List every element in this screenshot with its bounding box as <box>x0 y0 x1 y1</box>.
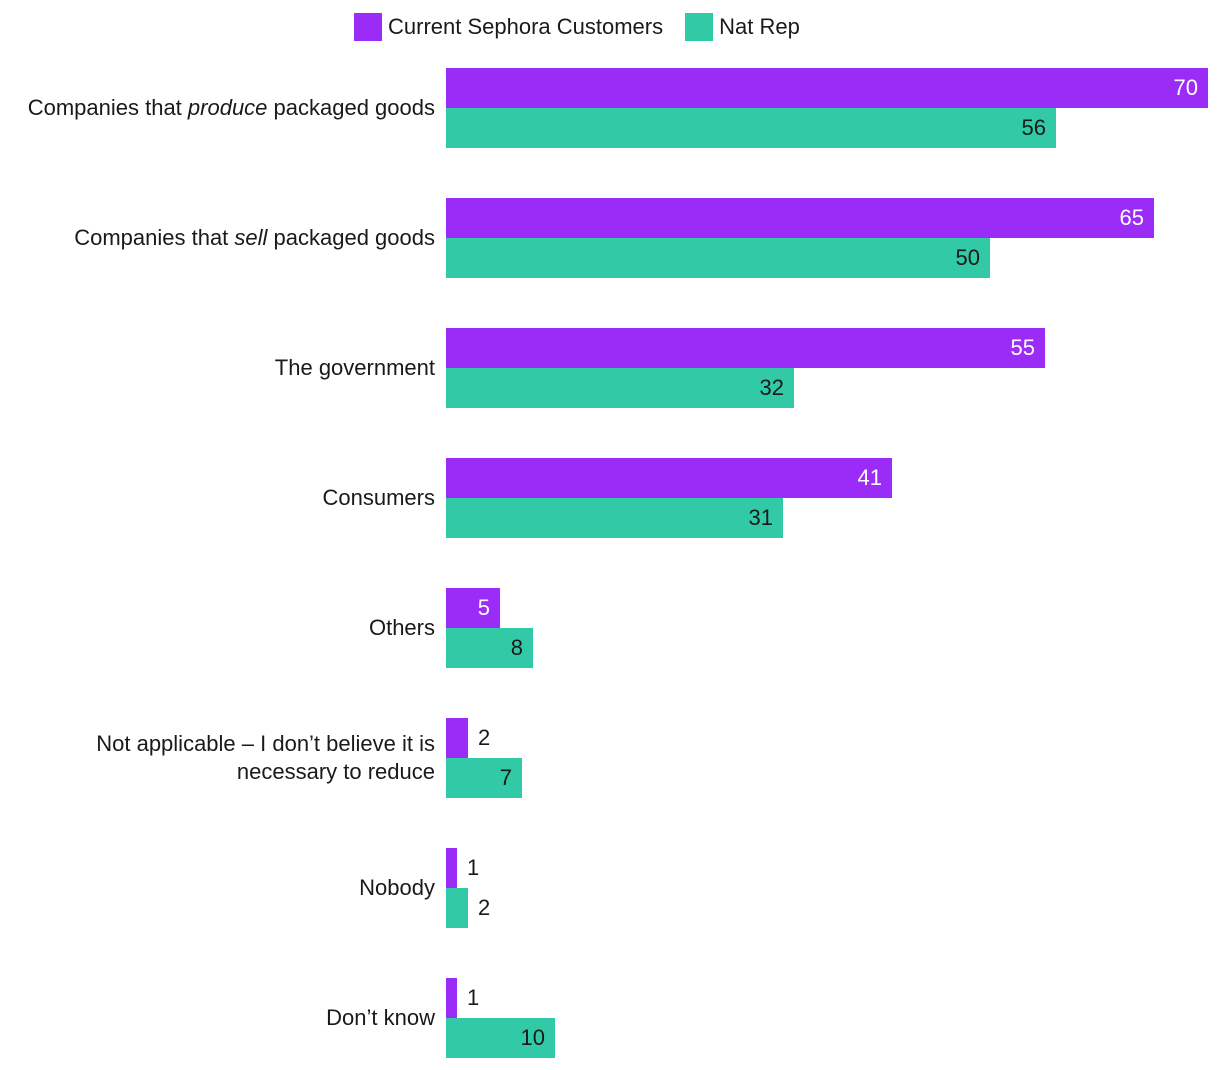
bar-sephora <box>446 328 1045 368</box>
legend-swatch-sephora <box>354 13 382 41</box>
legend-item-natrep: Nat Rep <box>685 13 800 41</box>
legend-label-natrep: Nat Rep <box>719 14 800 39</box>
bar-natrep <box>446 628 533 668</box>
bar-natrep <box>446 888 468 928</box>
category-label: Nobody <box>5 874 435 902</box>
data-label-natrep: 10 <box>520 1025 545 1050</box>
category-label-emphasis: sell <box>234 225 268 250</box>
category-label-part: Not applicable – I don’t believe it is n… <box>96 731 435 784</box>
category-label-emphasis: produce <box>187 95 268 120</box>
category-label-part: Others <box>368 615 435 640</box>
bar-natrep <box>446 368 794 408</box>
bar-sephora <box>446 848 457 888</box>
category-label-part: The government <box>274 355 435 380</box>
category-label: Others <box>5 614 435 642</box>
data-label-sephora: 55 <box>1010 335 1035 360</box>
legend: Current Sephora Customers Nat Rep <box>354 12 822 42</box>
data-label-natrep: 7 <box>499 765 512 790</box>
data-label-natrep: 32 <box>759 375 784 400</box>
data-label-natrep: 56 <box>1021 115 1046 140</box>
data-label-sephora: 70 <box>1173 75 1198 100</box>
bar-natrep <box>446 1018 555 1058</box>
bar-sephora <box>446 68 1208 108</box>
bar-natrep <box>446 108 1056 148</box>
category-label: Companies that sell packaged goods <box>5 224 435 252</box>
legend-swatch-natrep <box>685 13 714 41</box>
data-label-natrep: 31 <box>748 505 773 530</box>
bar-sephora <box>446 718 468 758</box>
bar-sephora <box>446 588 500 628</box>
category-label-part: Companies that <box>74 225 235 250</box>
data-label-natrep: 8 <box>510 635 523 660</box>
category-label-part: Companies that <box>27 95 188 120</box>
data-label-natrep: 50 <box>955 245 980 270</box>
data-label-sephora: 1 <box>467 985 480 1010</box>
bar-natrep <box>446 238 990 278</box>
category-label: Not applicable – I don’t believe it is n… <box>5 730 435 786</box>
bar-sephora <box>446 978 457 1018</box>
data-label-sephora: 65 <box>1119 205 1144 230</box>
category-label-part: Don’t know <box>326 1005 435 1030</box>
bar-natrep <box>446 498 783 538</box>
data-label-natrep: 2 <box>478 895 491 920</box>
category-label: Companies that produce packaged goods <box>5 94 435 122</box>
data-label-sephora: 2 <box>478 725 491 750</box>
category-label: Don’t know <box>5 1004 435 1032</box>
category-label-part: packaged goods <box>267 225 435 250</box>
category-label-part: Nobody <box>359 875 435 900</box>
bar-sephora <box>446 458 892 498</box>
data-label-sephora: 5 <box>477 595 490 620</box>
legend-item-sephora: Current Sephora Customers <box>354 13 663 41</box>
category-label: Consumers <box>5 484 435 512</box>
data-label-sephora: 1 <box>467 855 480 880</box>
bar-natrep <box>446 758 522 798</box>
category-label-part: packaged goods <box>267 95 435 120</box>
bar-sephora <box>446 198 1154 238</box>
category-label: The government <box>5 354 435 382</box>
legend-label-sephora: Current Sephora Customers <box>388 14 664 39</box>
category-label-part: Consumers <box>322 485 435 510</box>
data-label-sephora: 41 <box>857 465 882 490</box>
